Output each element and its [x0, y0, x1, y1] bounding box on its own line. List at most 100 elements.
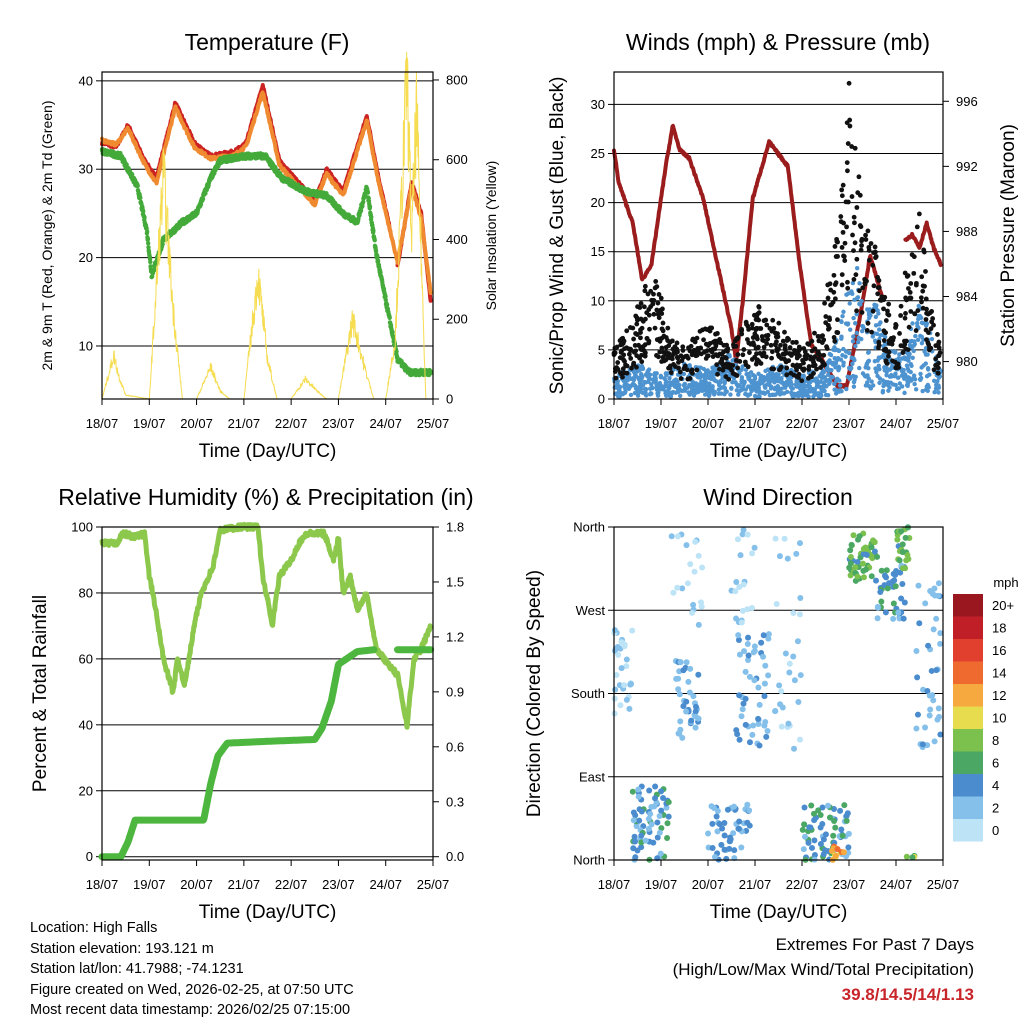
colorbar-label: 20+	[992, 598, 1014, 613]
data-point	[870, 308, 876, 314]
data-point	[935, 705, 942, 712]
data-point	[872, 244, 878, 250]
data-point	[687, 561, 694, 568]
data-point	[820, 851, 827, 858]
data-point	[638, 844, 645, 851]
data-point	[647, 326, 652, 332]
data-point	[627, 325, 633, 330]
data-point	[871, 250, 876, 256]
y2-tick-label: 0.9	[446, 684, 464, 699]
data-point	[896, 365, 902, 370]
data-point	[695, 621, 702, 628]
data-point	[866, 310, 872, 316]
data-point	[614, 643, 621, 650]
data-point	[776, 320, 782, 326]
data-point	[638, 300, 644, 306]
data-point	[892, 583, 899, 590]
data-point	[907, 290, 913, 295]
data-point	[695, 552, 702, 559]
data-point	[857, 192, 863, 198]
data-point	[871, 539, 878, 546]
data-point	[873, 323, 879, 328]
data-point	[863, 232, 868, 238]
data-point	[680, 667, 687, 674]
wind-direction-cluster	[728, 526, 758, 626]
data-point	[633, 348, 639, 354]
data-point	[665, 325, 671, 331]
data-point	[787, 382, 793, 387]
data-point	[631, 336, 637, 342]
panel-title: Winds (mph) & Pressure (mb)	[626, 29, 930, 55]
data-point	[872, 338, 878, 343]
data-point	[718, 841, 725, 848]
data-point	[926, 692, 933, 699]
data-point	[701, 382, 706, 387]
data-point	[623, 696, 630, 703]
data-point	[837, 807, 844, 814]
data-point	[801, 368, 806, 373]
colorbar-label: 0	[992, 823, 999, 838]
data-point	[832, 347, 838, 353]
data-point	[145, 236, 151, 242]
data-point	[756, 304, 762, 310]
data-point	[935, 592, 942, 599]
data-point	[905, 375, 911, 380]
data-point	[160, 242, 165, 247]
data-point	[767, 325, 773, 331]
data-point	[360, 199, 366, 205]
wind-direction-cluster	[629, 783, 672, 863]
data-point	[925, 352, 930, 357]
data-point	[710, 339, 716, 345]
x-tick-label: 23/07	[833, 877, 866, 892]
data-point	[790, 609, 797, 616]
data-point	[784, 358, 790, 364]
data-point	[724, 806, 731, 813]
data-point	[727, 352, 732, 358]
data-point	[732, 338, 738, 344]
data-point	[785, 720, 792, 727]
y2-axis-title: Solar Insolation (Yellow)	[483, 161, 499, 311]
data-point	[903, 311, 908, 316]
data-point	[694, 367, 700, 373]
data-point	[656, 309, 661, 315]
data-point	[906, 324, 912, 330]
y2-tick-label: 988	[956, 224, 978, 239]
data-point	[931, 378, 937, 384]
data-point	[928, 326, 934, 332]
data-point	[678, 376, 684, 381]
data-point	[900, 615, 907, 622]
data-point	[620, 335, 626, 341]
plot-frame	[613, 526, 944, 861]
data-point	[751, 648, 758, 655]
data-point	[776, 346, 781, 352]
data-point	[865, 380, 870, 385]
data-point	[663, 344, 669, 350]
data-point	[198, 202, 204, 207]
data-point	[853, 272, 859, 278]
data-point	[922, 283, 927, 289]
data-point	[635, 304, 640, 310]
data-point	[844, 160, 850, 166]
data-point	[886, 349, 892, 355]
data-point	[667, 363, 673, 369]
data-point	[749, 325, 755, 331]
data-point	[847, 547, 854, 554]
data-point	[860, 550, 867, 557]
data-point	[845, 168, 850, 174]
data-point	[654, 834, 661, 841]
data-point	[735, 365, 741, 371]
data-point	[782, 650, 789, 657]
y-tick-label: 25	[591, 146, 605, 161]
data-point	[735, 825, 742, 832]
data-point	[668, 380, 674, 385]
x-tick-label: 18/07	[86, 416, 119, 431]
data-point	[742, 379, 747, 384]
colorbar-label: 14	[992, 666, 1006, 681]
data-point	[899, 369, 905, 374]
data-point	[856, 174, 862, 180]
data-point	[797, 595, 804, 602]
data-point	[675, 389, 681, 394]
data-point	[633, 823, 640, 830]
data-point	[885, 383, 891, 388]
plot-frame	[101, 526, 434, 861]
